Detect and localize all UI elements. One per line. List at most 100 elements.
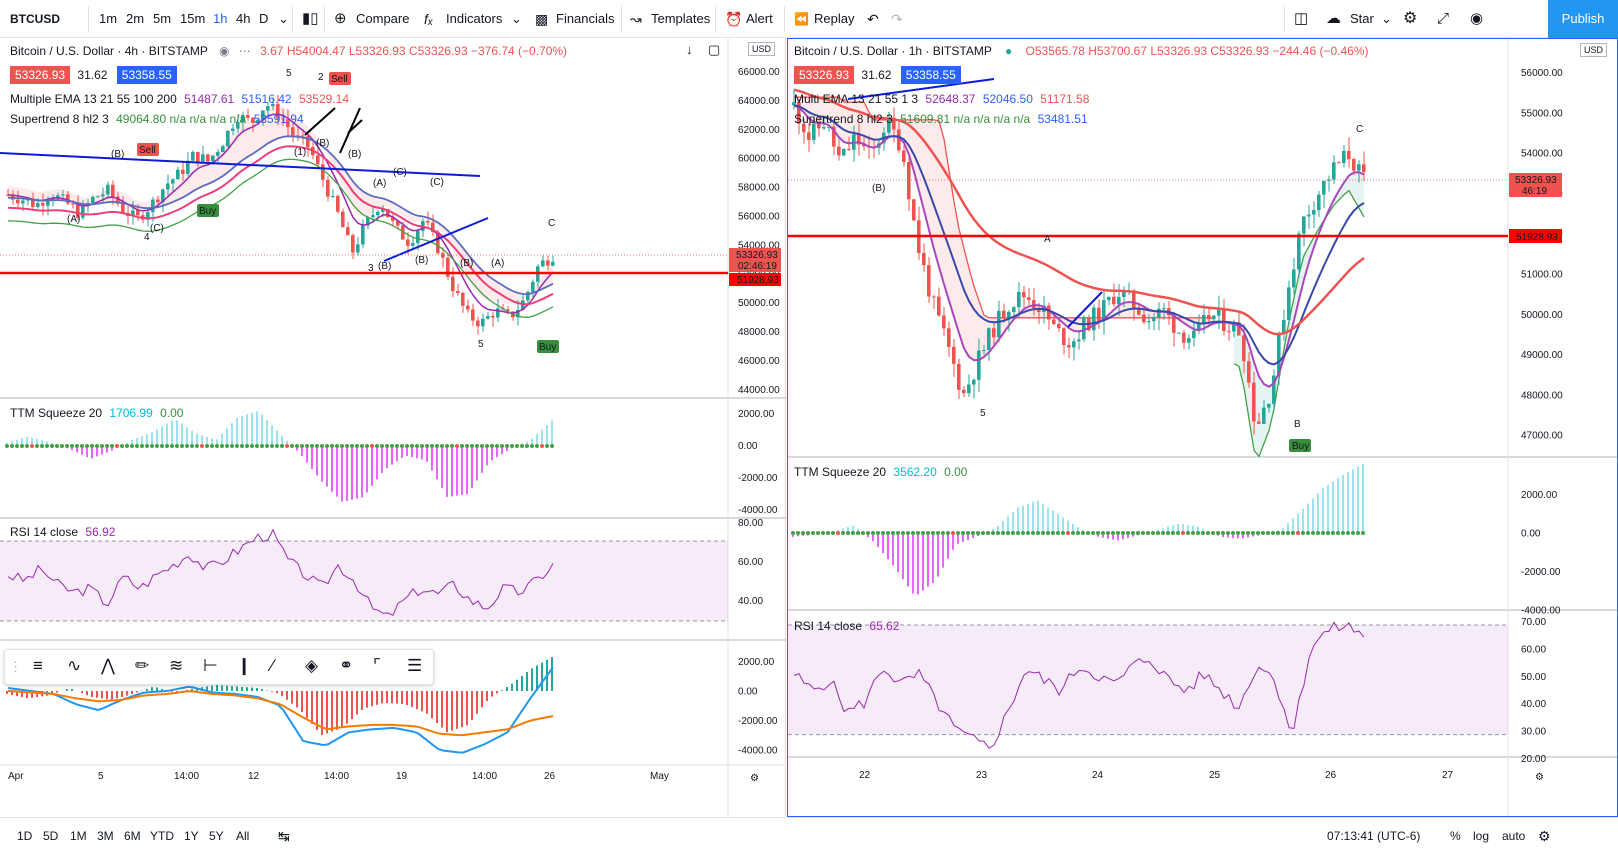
range-ytd[interactable]: YTD <box>150 829 174 843</box>
cloud-icon[interactable]: ☁ <box>1326 10 1341 27</box>
fib-fan-icon[interactable]: ≋ <box>169 656 184 675</box>
legend-supertrend[interactable]: Supertrend 8 hl2 3 49064.80 n/a n/a n/a … <box>10 112 304 126</box>
fullscreen-icon[interactable]: ⤢ <box>1437 10 1450 27</box>
scale-settings-icon[interactable]: ⚙ <box>1538 828 1551 844</box>
candle-body <box>1332 162 1336 180</box>
alarm-clock-icon[interactable]: ⏰ <box>725 11 743 27</box>
series-title[interactable]: Bitcoin / U.S. Dollar · 4h · BITSTAMP <box>10 44 208 58</box>
redo-icon[interactable]: ↷ <box>891 11 903 27</box>
squeeze-dot <box>821 531 825 535</box>
currency-label[interactable]: USD <box>1580 43 1608 57</box>
star-button[interactable]: Star <box>1350 11 1374 26</box>
divider <box>88 6 89 32</box>
legend-rsi[interactable]: RSI 14 close 65.62 <box>794 619 899 633</box>
trend-line-icon[interactable]: ∕ <box>271 656 274 675</box>
legend-squeeze[interactable]: TTM Squeeze 20 1706.99 0.00 <box>10 406 183 420</box>
layout-icon[interactable]: ◫ <box>1294 10 1309 27</box>
auto-toggle[interactable]: auto <box>1502 829 1526 843</box>
camera-icon[interactable]: ◉ <box>1470 10 1484 27</box>
legend-rsi[interactable]: RSI 14 close 56.92 <box>10 525 115 539</box>
squeeze-dot <box>280 444 284 448</box>
candle-body <box>431 222 435 232</box>
bid-price[interactable]: 53326.93 <box>794 66 855 84</box>
publish-button[interactable]: Publish <box>1548 0 1618 38</box>
series-title[interactable]: Bitcoin / U.S. Dollar · 1h · BITSTAMP <box>794 44 992 58</box>
interval-d[interactable]: D <box>259 11 269 26</box>
scroll-down-icon[interactable]: ↓ <box>686 42 693 57</box>
compare-button[interactable]: Compare <box>356 11 410 26</box>
range-1y[interactable]: 1Y <box>184 829 199 843</box>
chevron-down-icon[interactable]: ⌄ <box>1381 11 1392 26</box>
alert-button[interactable]: Alert <box>746 11 773 26</box>
financials-icon[interactable]: ▩ <box>535 11 549 27</box>
undo-icon[interactable]: ↶ <box>867 11 879 27</box>
more-icon[interactable]: ⋯ <box>238 44 251 58</box>
chevron-down-icon[interactable]: ⌄ <box>278 11 289 26</box>
interval-15m[interactable]: 15m <box>180 11 206 26</box>
templates-button[interactable]: Templates <box>651 11 711 26</box>
horizontal-lines-icon[interactable]: ≡ <box>33 656 43 675</box>
legend-ema[interactable]: Multi EMA 13 21 55 1 3 52648.37 52046.50… <box>794 92 1089 106</box>
maximize-icon[interactable]: ▢ <box>708 42 721 57</box>
range-5d[interactable]: 5D <box>43 829 59 843</box>
replay-button[interactable]: Replay <box>814 11 855 26</box>
range-all[interactable]: All <box>236 829 250 843</box>
vertical-lines-icon[interactable]: ❙ <box>237 656 252 675</box>
bid-price[interactable]: 53326.93 <box>10 66 71 84</box>
squeeze-dot <box>255 444 259 448</box>
replay-icon[interactable]: ⏪ <box>794 12 809 26</box>
ask-price[interactable]: 53358.55 <box>900 66 961 84</box>
candle-body <box>922 252 926 266</box>
interval-1h[interactable]: 1h <box>213 11 228 26</box>
spiral-icon[interactable]: ⚭ <box>339 656 354 675</box>
interval-5m[interactable]: 5m <box>153 11 172 26</box>
candle-style-icon[interactable]: ▮▯ <box>302 10 319 27</box>
interval-4h[interactable]: 4h <box>236 11 251 26</box>
range-3m[interactable]: 3M <box>97 829 114 843</box>
buy-signal <box>537 340 559 353</box>
horizontal-ray-icon[interactable]: ⊢ <box>203 656 218 675</box>
abcd-pattern-icon[interactable]: ⋀ <box>101 656 115 675</box>
legend-ema[interactable]: Multiple EMA 13 21 55 100 200 51487.61 5… <box>10 92 349 106</box>
legend-series: Bitcoin / U.S. Dollar · 1h · BITSTAMP ● … <box>794 44 1369 58</box>
date-range-icon[interactable]: ↹ <box>278 828 290 844</box>
range-1m[interactable]: 1M <box>70 829 87 843</box>
percent-toggle[interactable]: % <box>1450 829 1461 843</box>
indicators-button[interactable]: Indicators <box>446 11 503 26</box>
log-toggle[interactable]: log <box>1473 829 1490 843</box>
ask-price[interactable]: 53358.55 <box>116 66 177 84</box>
pencil-icon[interactable]: ✏ <box>135 656 150 675</box>
chart-canvas-right[interactable]: 56000.0055000.0054000.0053000.0052000.00… <box>788 39 1617 816</box>
chart-pane-4h[interactable]: 66000.00 64000.00 62000.00 60000.00 58000.00… <box>0 38 786 817</box>
clock[interactable]: 07:13:41 (UTC-6) <box>1327 829 1421 843</box>
legend-squeeze[interactable]: TTM Squeeze 20 3562.20 0.00 <box>794 465 967 479</box>
candle-body <box>1027 297 1031 301</box>
settings-lines-icon[interactable]: ☰ <box>407 656 423 675</box>
drag-handle-icon[interactable]: ⋮ <box>9 659 22 674</box>
parallel-channel-icon[interactable]: ⌜ <box>373 656 381 675</box>
currency-label[interactable]: USD <box>748 42 776 56</box>
gear-icon[interactable]: ⚙ <box>1403 10 1418 27</box>
pattern-icon[interactable]: ◈ <box>305 656 319 675</box>
range-6m[interactable]: 6M <box>124 829 141 843</box>
fib-extension-icon[interactable]: ∿ <box>67 656 82 675</box>
chart-pane-1h[interactable]: 56000.0055000.0054000.0053000.0052000.00… <box>787 38 1618 817</box>
symbol-search[interactable]: BTCUSD <box>10 12 60 26</box>
compare-icon[interactable]: ⊕ <box>334 10 347 27</box>
templates-icon[interactable]: ↝ <box>630 11 642 27</box>
range-5y[interactable]: 5Y <box>209 829 224 843</box>
legend-supertrend[interactable]: Supertrend 8 hl2 3 51609.81 n/a n/a n/a … <box>794 112 1088 126</box>
indicators-icon[interactable]: fₓ <box>424 11 434 27</box>
range-1d[interactable]: 1D <box>17 829 33 843</box>
chart-canvas-left[interactable]: 66000.00 64000.00 62000.00 60000.00 58000.00… <box>0 38 786 817</box>
buy-signal <box>1289 439 1311 452</box>
chevron-down-icon[interactable]: ⌄ <box>511 11 522 26</box>
ohlc-values: 3.67 H54004.47 L53326.93 C53326.93 −376.… <box>260 44 568 58</box>
interval-1m[interactable]: 1m <box>99 11 118 26</box>
candle-body <box>151 199 155 213</box>
squeeze-dot <box>931 531 935 535</box>
financials-button[interactable]: Financials <box>556 11 615 26</box>
squeeze-dot <box>110 444 114 448</box>
interval-2m[interactable]: 2m <box>126 11 145 26</box>
eye-icon[interactable]: ◉ <box>218 44 230 58</box>
